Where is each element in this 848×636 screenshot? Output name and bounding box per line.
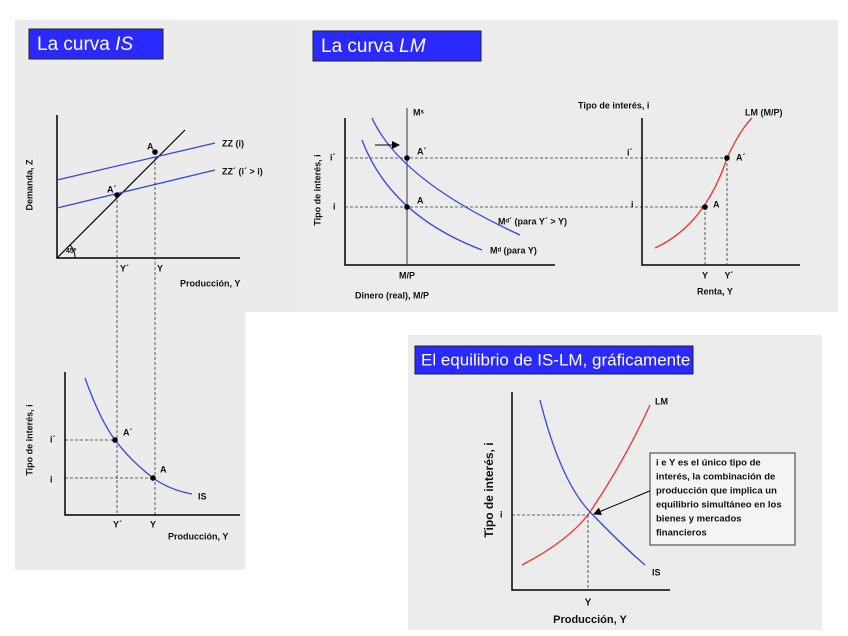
label: A xyxy=(713,199,720,209)
is-curve xyxy=(539,399,646,566)
label: A´ xyxy=(107,184,117,194)
label: Mᵈ (para Y) xyxy=(490,245,537,255)
is-panel-bg xyxy=(15,20,300,570)
axis-label: Producción, Y xyxy=(168,531,228,541)
tick-label: Y xyxy=(157,263,163,273)
axis-label: Producción, Y xyxy=(553,614,627,626)
tick-label: i xyxy=(631,199,634,209)
lm-title-box xyxy=(312,30,482,62)
label: LM xyxy=(655,396,668,406)
label: ZZ (i) xyxy=(222,138,244,148)
axes xyxy=(511,392,670,591)
point xyxy=(112,437,118,443)
tick-label: i xyxy=(500,509,503,519)
tick-label: Y xyxy=(585,598,592,609)
point xyxy=(724,155,730,161)
tick-label: Y xyxy=(702,270,708,280)
lm-curve xyxy=(654,117,753,249)
axes xyxy=(344,118,555,266)
is-title-box xyxy=(28,28,164,60)
axis-label: Tipo de interés, i xyxy=(24,404,34,475)
note-line: equilibrio simultáneo en los xyxy=(656,500,782,511)
axis-label: Tipo de interés, i xyxy=(482,442,496,537)
note-line: bienes y mercados xyxy=(656,514,742,525)
tick-label: Y´ xyxy=(113,519,122,529)
label: A´ xyxy=(736,152,746,162)
label: A xyxy=(417,195,424,205)
label: A xyxy=(160,464,167,474)
axis-label: Demanda, Z xyxy=(24,159,34,211)
zz-line xyxy=(56,169,216,209)
axis-label: Tipo de interés, i xyxy=(312,154,322,225)
note-line: producción que implica un xyxy=(656,486,777,497)
tick-label: i´ xyxy=(330,152,336,162)
label: A´ xyxy=(417,146,427,156)
eq-title-box xyxy=(414,345,694,375)
eq-title: El equilibrio de IS-LM, gráficamente xyxy=(421,350,690,369)
label: IS xyxy=(652,567,661,577)
tick-label: i´ xyxy=(627,147,633,157)
label: ZZ´ (i´ > i) xyxy=(222,166,263,176)
note-line: i e Y es el único tipo de xyxy=(656,458,761,469)
note-box xyxy=(649,452,796,546)
label: Mˢ xyxy=(413,107,424,117)
point xyxy=(114,192,120,198)
label: IS xyxy=(198,491,207,501)
tick-label: Y xyxy=(150,519,156,529)
axis-label: Dinero (real), M/P xyxy=(355,290,429,300)
label: A´ xyxy=(123,427,133,437)
lm-panel-bg xyxy=(300,20,838,312)
point xyxy=(702,204,708,210)
point xyxy=(404,204,410,210)
point xyxy=(152,149,158,155)
axes xyxy=(64,372,240,516)
note-line: financieros xyxy=(656,528,707,539)
is-curve xyxy=(84,377,193,495)
arrow xyxy=(593,489,653,516)
point xyxy=(404,155,410,161)
tick-label: i´ xyxy=(50,434,56,444)
lm-title: La curva LM xyxy=(321,36,426,57)
tick-label: i xyxy=(50,474,53,484)
money-demand xyxy=(371,117,521,236)
note: i e Y es el único tipo de interés, la com… xyxy=(656,458,782,539)
diagonal xyxy=(56,129,186,259)
is-title: La curva IS xyxy=(37,34,133,55)
zz-line xyxy=(56,142,216,181)
point xyxy=(150,475,156,481)
axis-label: Tipo de interés, i xyxy=(578,100,649,110)
note-line: interés, la combinación de xyxy=(656,472,775,483)
axes xyxy=(641,118,800,266)
tick-label: Y´ xyxy=(725,270,734,280)
angle-arc xyxy=(69,244,76,259)
label: 45º xyxy=(66,248,77,255)
tick-label: M/P xyxy=(399,270,415,280)
label: A xyxy=(147,141,154,151)
tick-label: i xyxy=(333,201,336,211)
axis-label: Renta, Y xyxy=(697,286,733,296)
label: Mᵈ´ (para Y´ > Y) xyxy=(498,216,567,226)
axis-label: Producción, Y xyxy=(180,278,240,288)
tick-label: Y´ xyxy=(120,263,129,273)
label: LM (M/P) xyxy=(745,107,783,117)
